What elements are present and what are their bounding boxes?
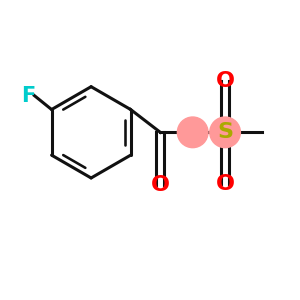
Text: O: O <box>216 174 235 194</box>
Text: S: S <box>217 122 233 142</box>
Text: O: O <box>151 175 170 195</box>
Text: F: F <box>21 85 35 106</box>
Circle shape <box>177 117 208 148</box>
Circle shape <box>210 117 240 148</box>
Text: O: O <box>216 71 235 91</box>
